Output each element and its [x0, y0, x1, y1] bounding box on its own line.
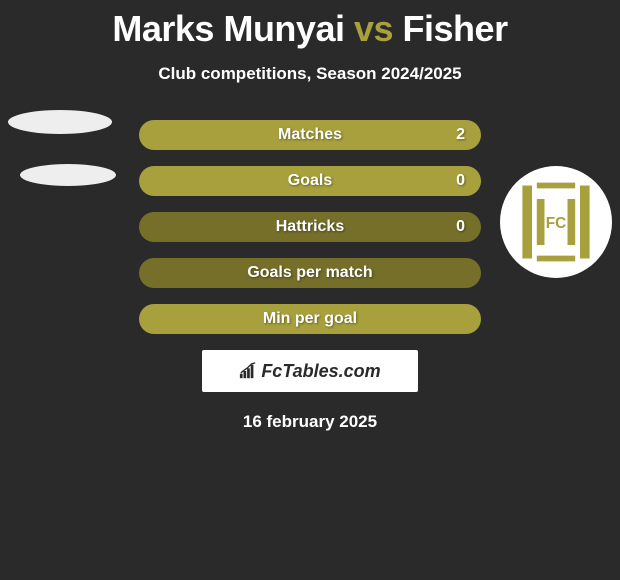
stat-bar-goals: Goals 0	[139, 166, 481, 196]
stats-container: Matches 2 Goals 0 Hattricks 0 Goals per …	[139, 120, 481, 334]
stat-label: Hattricks	[276, 218, 344, 236]
stat-bar-goals-per-match: Goals per match	[139, 258, 481, 288]
content-area: FC Matches 2 Goals 0 Hattricks 0 Goals p…	[0, 120, 620, 432]
date-text: 16 february 2025	[0, 412, 620, 432]
brand-chart-icon	[239, 362, 257, 380]
stat-bar-min-per-goal: Min per goal	[139, 304, 481, 334]
ellipse-decoration-2	[20, 164, 116, 186]
brand-name: FcTables.com	[261, 361, 380, 382]
club-logo-container: FC	[500, 166, 612, 278]
left-decorations	[8, 110, 128, 216]
club-logo: FC	[500, 166, 612, 278]
club-logo-icon: FC	[508, 174, 604, 270]
brand-box: FcTables.com	[202, 350, 418, 392]
vs-text: vs	[354, 8, 393, 49]
stat-bar-hattricks: Hattricks 0	[139, 212, 481, 242]
player2-name: Fisher	[403, 8, 508, 49]
svg-text:FC: FC	[546, 215, 566, 232]
page-title: Marks Munyai vs Fisher	[0, 0, 620, 50]
stat-label: Min per goal	[263, 310, 357, 328]
stat-label: Goals	[288, 172, 332, 190]
stat-right-value: 0	[456, 218, 465, 236]
stat-right-value: 2	[456, 126, 465, 144]
ellipse-decoration-1	[8, 110, 112, 134]
stat-label: Matches	[278, 126, 342, 144]
stat-right-value: 0	[456, 172, 465, 190]
stat-bar-matches: Matches 2	[139, 120, 481, 150]
subtitle: Club competitions, Season 2024/2025	[0, 64, 620, 84]
stat-label: Goals per match	[247, 264, 372, 282]
player1-name: Marks Munyai	[112, 8, 344, 49]
